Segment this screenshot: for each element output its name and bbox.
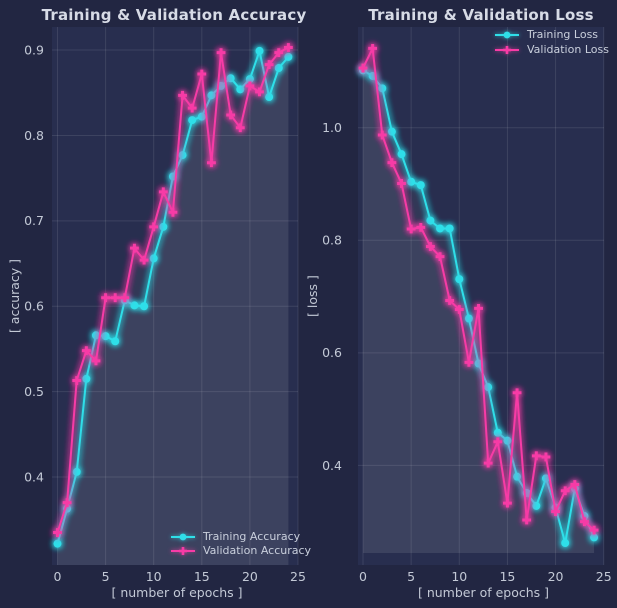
loss-plot: 0.4 0.6 0.8 1.0 0 5 10 15 20 25 bbox=[322, 27, 612, 584]
loss-area-fill bbox=[363, 70, 595, 554]
svg-text:0.4: 0.4 bbox=[322, 458, 342, 473]
svg-text:0.6: 0.6 bbox=[322, 345, 342, 360]
svg-text:0: 0 bbox=[359, 569, 367, 584]
loss-chart-title: Training & Validation Loss bbox=[368, 6, 594, 24]
accuracy-training-accuracy-series bbox=[53, 46, 293, 548]
svg-text:0.4: 0.4 bbox=[24, 469, 44, 484]
training-line-marker-icon bbox=[495, 31, 519, 38]
loss-legend: Training Loss Validation Loss bbox=[494, 28, 609, 56]
svg-text:0.6: 0.6 bbox=[24, 299, 44, 314]
loss-xaxis-label: [ number of epochs ] bbox=[417, 585, 550, 600]
svg-text:5: 5 bbox=[102, 569, 110, 584]
svg-text:0.7: 0.7 bbox=[24, 213, 44, 228]
svg-text:5: 5 bbox=[407, 569, 415, 584]
loss-tick-labels: 0.4 0.6 0.8 1.0 0 5 10 15 20 25 bbox=[322, 120, 612, 584]
svg-text:10: 10 bbox=[451, 569, 467, 584]
accuracy-legend: Training Accuracy Validation Accuracy bbox=[170, 530, 311, 557]
loss-area-fill bbox=[363, 48, 595, 554]
loss-plot-area bbox=[358, 27, 604, 565]
loss-grid bbox=[358, 27, 605, 565]
svg-text:0.8: 0.8 bbox=[24, 128, 44, 143]
accuracy-area-fill bbox=[57, 47, 289, 565]
accuracy-plot-area bbox=[52, 27, 298, 565]
loss-legend-validation-row: Validation Loss bbox=[494, 43, 609, 56]
accuracy-legend-training-row: Training Accuracy bbox=[170, 530, 311, 543]
accuracy-legend-validation-label: Validation Accuracy bbox=[203, 544, 312, 557]
svg-text:25: 25 bbox=[290, 569, 306, 584]
loss-legend-training-label: Training Loss bbox=[527, 28, 599, 41]
validation-plus-marker-icon bbox=[495, 45, 519, 54]
validation-plus-marker-icon bbox=[171, 546, 195, 555]
svg-text:25: 25 bbox=[596, 569, 612, 584]
accuracy-yaxis-label: [ accuracy ] bbox=[7, 258, 22, 334]
svg-text:1.0: 1.0 bbox=[322, 120, 342, 135]
svg-text:0.5: 0.5 bbox=[24, 384, 44, 399]
svg-text:0.9: 0.9 bbox=[24, 42, 44, 57]
svg-text:15: 15 bbox=[194, 569, 210, 584]
loss-legend-training-row: Training Loss bbox=[494, 28, 609, 41]
svg-text:15: 15 bbox=[499, 569, 515, 584]
accuracy-legend-validation-row: Validation Accuracy bbox=[170, 544, 311, 557]
loss-legend-validation-label: Validation Loss bbox=[527, 43, 609, 56]
svg-text:20: 20 bbox=[242, 569, 258, 584]
loss-yaxis-label: [ loss ] bbox=[305, 275, 320, 317]
svg-text:0: 0 bbox=[54, 569, 62, 584]
accuracy-legend-training-label: Training Accuracy bbox=[203, 530, 301, 543]
accuracy-xaxis-label: [ number of epochs ] bbox=[111, 585, 243, 600]
accuracy-tick-labels: 0.4 0.5 0.6 0.7 0.8 0.9 0 5 10 15 20 25 bbox=[24, 42, 306, 584]
svg-text:10: 10 bbox=[146, 569, 162, 584]
accuracy-area-fill bbox=[57, 50, 289, 565]
loss-validation-loss-series bbox=[358, 43, 599, 535]
training-line-marker-icon bbox=[171, 533, 195, 540]
svg-text:20: 20 bbox=[548, 569, 564, 584]
accuracy-validation-accuracy-series bbox=[53, 43, 293, 537]
svg-text:0.8: 0.8 bbox=[322, 233, 342, 248]
accuracy-plot: 0.4 0.5 0.6 0.7 0.8 0.9 0 5 10 15 20 25 bbox=[24, 27, 306, 584]
accuracy-chart-title: Training & Validation Accuracy bbox=[41, 6, 307, 24]
